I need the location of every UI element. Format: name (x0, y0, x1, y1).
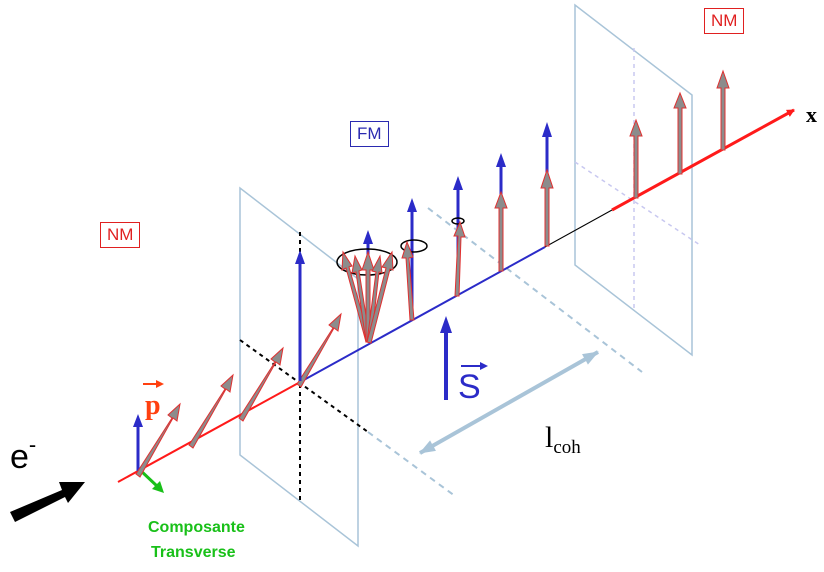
electron-label: e- (10, 432, 36, 476)
electron-charge: - (29, 432, 36, 457)
transverse-component-arrow (138, 468, 164, 493)
spin-arrows-nm-right (629, 69, 730, 199)
origin-spin-axis (133, 414, 143, 471)
fm-magnetization-arrows (295, 122, 552, 381)
electron-incoming-arrow (10, 482, 85, 522)
coherence-length-arrow (419, 350, 599, 455)
x-axis (117, 108, 795, 483)
spin-arrows-nm-left (135, 312, 342, 478)
coherence-base: l (545, 421, 553, 454)
nm-left-label: NM (100, 222, 141, 248)
coherence-length-label: lcoh (545, 421, 581, 458)
electron-base: e (10, 438, 29, 476)
nm-right-label: NM (704, 8, 745, 34)
coherence-sub: coh (553, 437, 581, 458)
spin-label: S (458, 368, 481, 406)
momentum-label: p (145, 390, 161, 421)
axis-x-label: x (806, 102, 817, 127)
fm-label: FM (350, 121, 389, 147)
left-interface-plane (239, 186, 369, 548)
spin-vector-s (440, 316, 488, 400)
precessing-spin-arrows (341, 168, 554, 344)
momentum-overarrow (143, 380, 164, 388)
transverse-label-line1: Composante (148, 519, 245, 536)
transverse-label-line2: Transverse (151, 544, 236, 561)
